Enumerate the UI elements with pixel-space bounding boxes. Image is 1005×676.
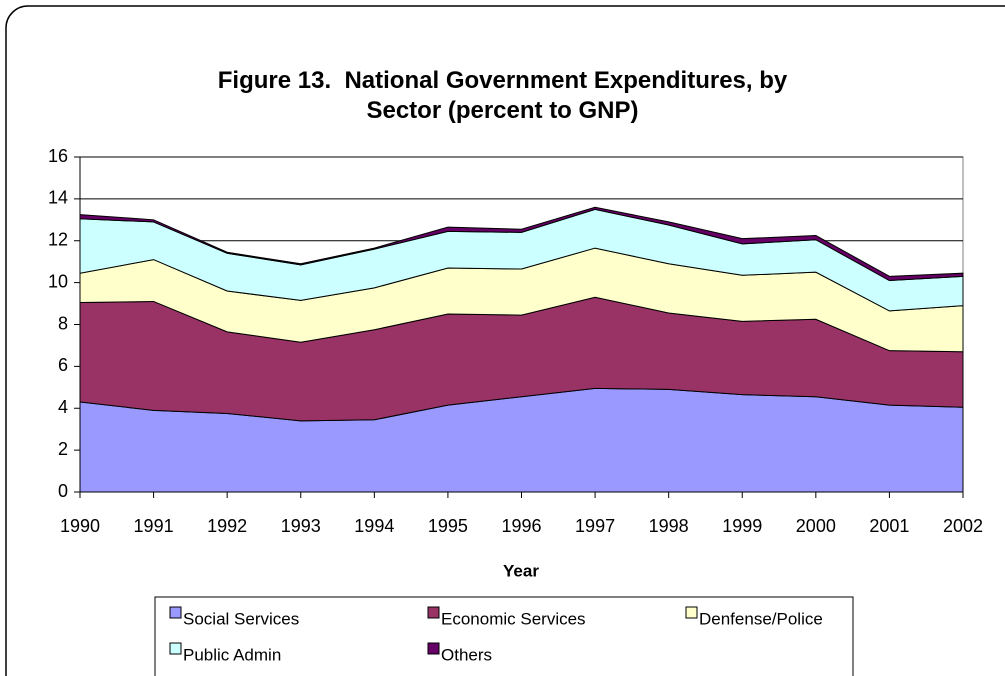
x-tick-label: 1995 (428, 516, 468, 536)
y-tick-label: 12 (48, 230, 68, 250)
x-tick-label: 2001 (869, 516, 909, 536)
y-tick-label: 14 (48, 188, 68, 208)
area (79, 206, 964, 282)
legend-box (154, 596, 854, 676)
x-tick-label: 1998 (649, 516, 689, 536)
x-tick-label: 1997 (575, 516, 615, 536)
chart-title: Figure 13. National Government Expenditu… (217, 67, 794, 124)
y-tick-label: 16 (48, 146, 68, 166)
x-tick-label: 2000 (796, 516, 836, 536)
y-tick-label: 0 (58, 481, 68, 501)
x-tick-label: 1990 (60, 516, 100, 536)
legend-swatch (427, 642, 440, 655)
legend-swatch (169, 642, 182, 655)
legend-swatch (427, 606, 440, 619)
legend-swatch (685, 606, 698, 619)
legend-swatch (169, 606, 182, 619)
y-tick-label: 2 (58, 439, 68, 459)
legend-label: Denfense/Police (699, 609, 823, 628)
x-tick-label: 1992 (207, 516, 247, 536)
x-tick-label: 1993 (281, 516, 321, 536)
y-tick-label: 10 (48, 271, 68, 291)
x-tick-label: 1999 (722, 516, 762, 536)
x-tick-label: 1996 (501, 516, 541, 536)
x-tick-label: 1994 (354, 516, 394, 536)
y-tick-label: 6 (58, 355, 68, 375)
legend-label: Economic Services (441, 609, 586, 628)
x-axis-title: Year (503, 561, 539, 580)
legend-label: Others (441, 645, 492, 664)
y-tick-label: 8 (58, 313, 68, 333)
legend-label: Public Admin (183, 645, 281, 664)
frame (5, 5, 1005, 676)
x-tick-label: 1991 (134, 516, 174, 536)
y-tick-label: 4 (58, 397, 68, 417)
x-tick-label: 2002 (943, 516, 983, 536)
legend-label: Social Services (183, 609, 299, 628)
